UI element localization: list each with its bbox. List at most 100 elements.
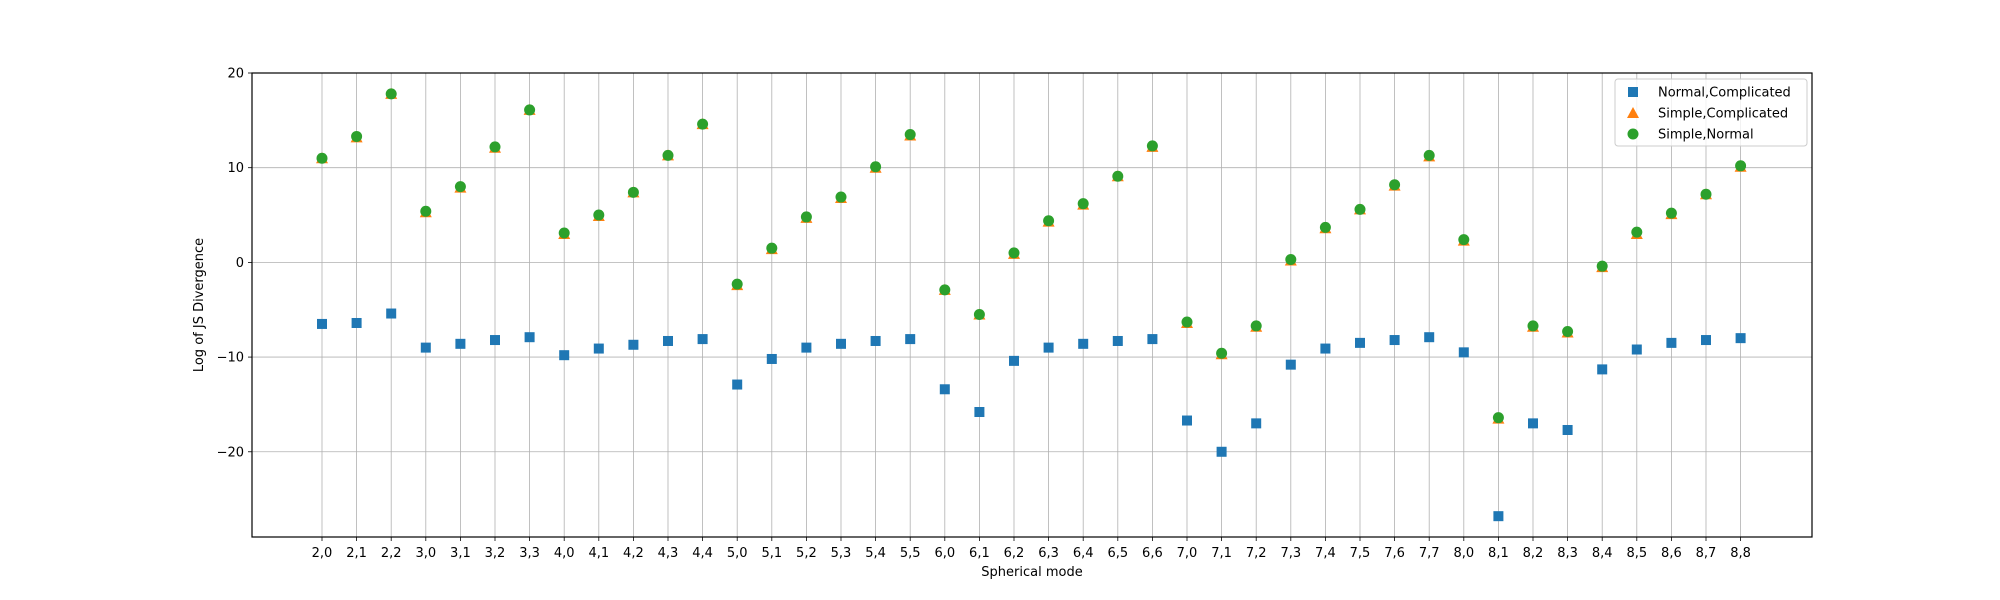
data-point (974, 407, 985, 418)
x-tick-label: 8,5 (1626, 546, 1647, 561)
data-point (524, 104, 536, 116)
data-point (1631, 344, 1642, 355)
series-normal-complicated (317, 308, 1746, 522)
x-tick-label: 6,6 (1142, 546, 1163, 561)
data-point (766, 353, 777, 364)
x-tick-label: 8,6 (1661, 546, 1682, 561)
data-point (905, 334, 916, 345)
data-point (731, 278, 743, 290)
data-point (385, 88, 397, 100)
x-tick-label: 5,1 (761, 546, 782, 561)
data-point (1009, 355, 1019, 366)
x-tick-label: 7,5 (1350, 546, 1371, 561)
x-tick-label: 5,4 (865, 546, 886, 561)
x-tick-label: 3,2 (485, 546, 506, 561)
x-tick-label: 8,3 (1557, 546, 1578, 561)
data-point (627, 186, 639, 198)
data-point (766, 242, 778, 254)
data-point (939, 284, 951, 296)
data-point (1458, 234, 1470, 246)
y-tick-label: 20 (227, 67, 244, 82)
x-tick-label: 6,3 (1038, 546, 1059, 561)
x-tick-label: 2,0 (312, 546, 333, 561)
x-tick-label: 8,2 (1523, 546, 1544, 561)
data-point (558, 227, 570, 239)
data-point (836, 338, 846, 349)
data-point (593, 209, 605, 221)
x-tick-label: 5,0 (727, 546, 748, 561)
legend-marker (1627, 128, 1639, 140)
data-point (835, 191, 847, 203)
x-tick-label: 7,7 (1419, 546, 1440, 561)
legend-marker (1628, 87, 1638, 97)
x-tick-label: 4,4 (692, 546, 713, 561)
x-tick-label: 6,4 (1073, 546, 1094, 561)
legend-label: Normal,Complicated (1658, 86, 1791, 101)
x-axis-label: Spherical mode (981, 565, 1082, 580)
data-point (1182, 415, 1192, 426)
data-point (973, 308, 985, 320)
x-axis-ticks: 2,0 2,1 2,2 3,0 3,1 3,2 3,3 4,0 4,1 4,2 4,3 4,4 5,0 5… (312, 537, 1751, 561)
data-point (1043, 342, 1054, 353)
legend-label: Simple,Complicated (1658, 107, 1788, 122)
data-point (559, 350, 570, 361)
data-point (1562, 326, 1574, 338)
x-tick-label: 3,0 (415, 546, 436, 561)
data-point (1389, 179, 1401, 191)
data-point (1355, 337, 1365, 348)
data-point (870, 335, 881, 346)
x-tick-label: 8,8 (1730, 546, 1751, 561)
data-point (1665, 207, 1677, 219)
data-point (1458, 347, 1469, 358)
data-point (455, 338, 466, 349)
x-tick-label: 5,5 (900, 546, 921, 561)
data-point (524, 332, 535, 343)
data-point (1216, 446, 1227, 457)
data-point (420, 205, 432, 217)
data-point (490, 335, 500, 346)
data-point (1666, 337, 1677, 348)
data-point (1596, 260, 1608, 272)
x-tick-label: 7,2 (1246, 546, 1267, 561)
y-axis-label: Log of JS Divergence (192, 238, 207, 372)
x-tick-label: 7,0 (1177, 546, 1198, 561)
data-point (1735, 160, 1747, 172)
x-tick-label: 4,2 (623, 546, 644, 561)
data-point (1701, 335, 1711, 346)
x-tick-label: 7,3 (1280, 546, 1301, 561)
grid (252, 72, 1812, 537)
data-point (1285, 359, 1296, 370)
data-point (662, 149, 674, 161)
data-point (1562, 424, 1573, 435)
data-point (1631, 226, 1643, 238)
data-point (1527, 320, 1539, 332)
data-point (1043, 215, 1055, 227)
series-simple-complicated (316, 87, 1747, 424)
data-point (663, 335, 673, 346)
data-point (1354, 203, 1366, 215)
data-point (1147, 334, 1158, 345)
data-point (1112, 335, 1123, 346)
data-point (904, 129, 916, 141)
x-tick-label: 7,1 (1211, 546, 1232, 561)
data-point (1250, 320, 1262, 332)
data-point (1285, 254, 1297, 266)
data-point (1700, 188, 1712, 200)
legend-marker (1627, 107, 1639, 118)
x-tick-label: 2,1 (346, 546, 367, 561)
x-tick-label: 7,4 (1315, 546, 1336, 561)
y-tick-label: −20 (217, 445, 244, 460)
data-point (1077, 198, 1089, 210)
data-point (386, 308, 397, 319)
x-tick-label: 8,0 (1453, 546, 1474, 561)
data-point (1389, 335, 1400, 346)
x-tick-label: 8,1 (1488, 546, 1509, 561)
data-point (1078, 338, 1089, 349)
data-point (420, 342, 431, 353)
x-tick-label: 5,3 (831, 546, 852, 561)
x-tick-label: 4,1 (588, 546, 609, 561)
y-axis-ticks: −20 −10 0 10 20 (217, 67, 252, 460)
data-point (801, 342, 812, 353)
data-point (1423, 149, 1435, 161)
